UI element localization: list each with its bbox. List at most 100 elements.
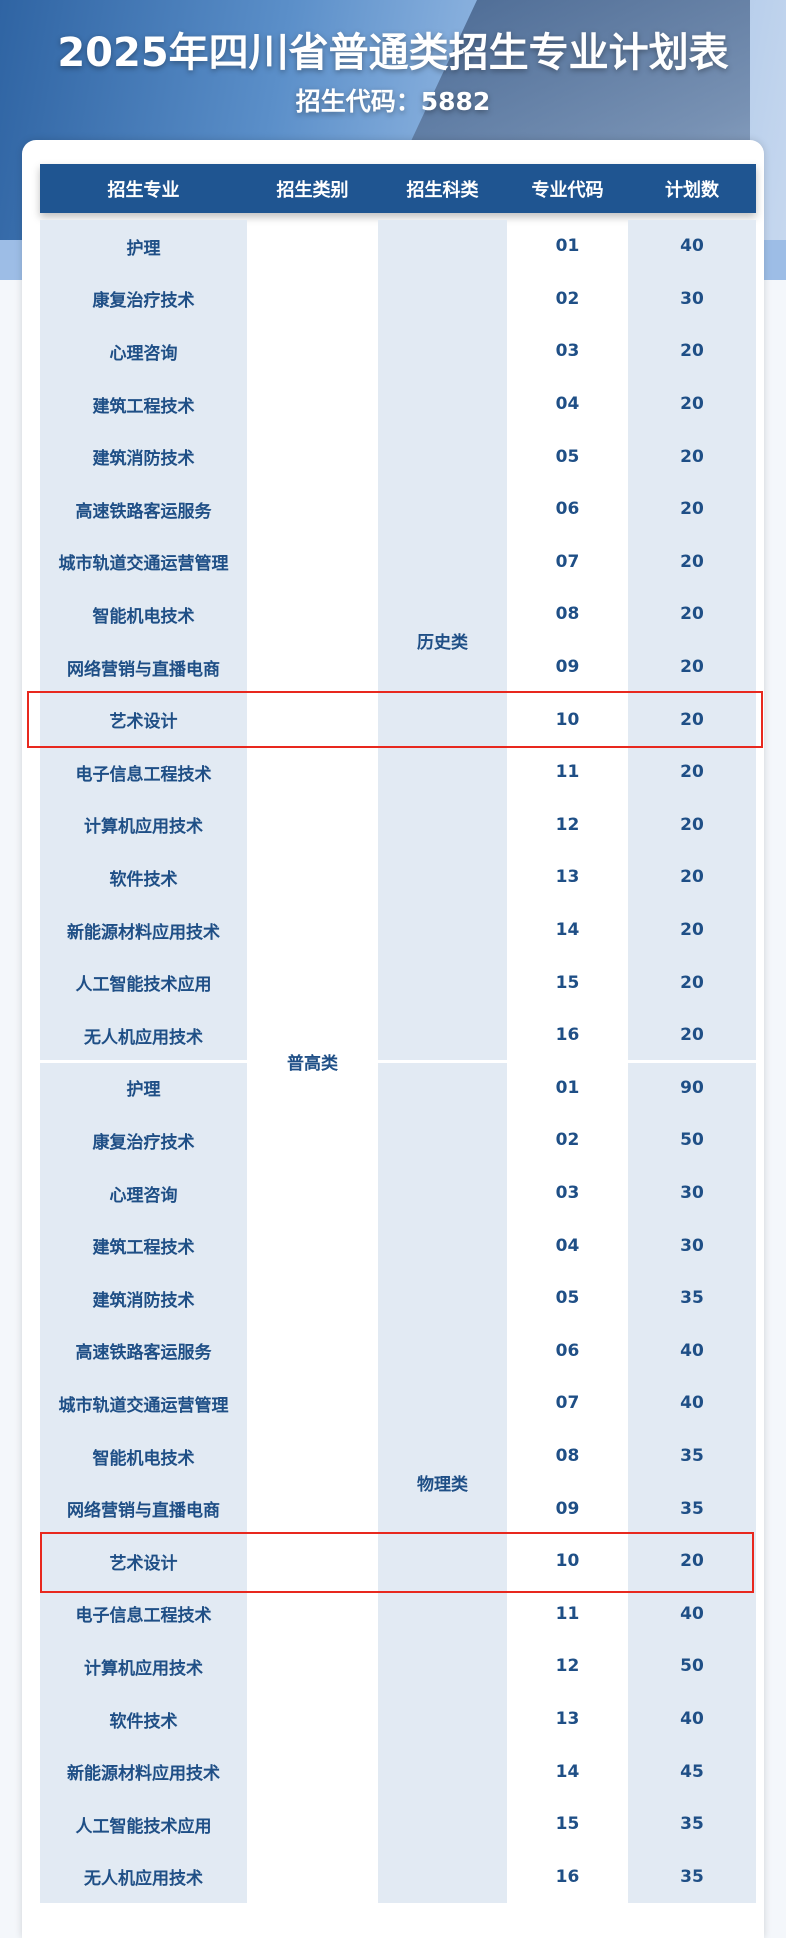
cell-major: 建筑工程技术 [92,396,195,417]
cell-code: 03 [555,1183,580,1204]
enrollment-code: 招生代码：5882 [295,87,491,116]
cell-plan: 40 [680,236,704,257]
cell-code: 06 [555,499,580,520]
cell-code: 01 [555,1077,580,1098]
cell-major: 人工智能技术应用 [75,975,212,996]
cell-plan: 35 [680,1814,704,1835]
cell-code: 01 [555,236,580,257]
cell-major: 无人机应用技术 [84,1027,203,1048]
cell-major: 城市轨道交通运营管理 [58,1395,229,1416]
cell-subject: 历史类 [417,633,468,654]
cell-code: 03 [555,341,580,362]
cell-plan: 30 [680,1235,704,1256]
cell-plan: 40 [680,1709,704,1730]
cell-major: 计算机应用技术 [84,1658,203,1679]
group-divider [628,1059,756,1063]
cell-plan: 20 [680,762,704,783]
cell-major: 城市轨道交通运营管理 [58,554,229,575]
cell-plan: 90 [680,1077,704,1098]
cell-code: 04 [555,394,580,415]
cell-plan: 50 [680,1130,704,1151]
cell-major: 智能机电技术 [92,606,195,627]
cell-major: 高速铁路客运服务 [75,501,212,522]
cell-major: 人工智能技术应用 [75,1816,212,1837]
cell-code: 09 [555,1498,580,1519]
cell-plan: 35 [680,1446,704,1467]
cell-code: 16 [555,1025,580,1046]
cell-subject: 物理类 [417,1474,468,1495]
cell-plan: 20 [680,709,704,730]
group-divider [378,1059,507,1063]
cell-plan: 20 [680,446,704,467]
cell-code: 04 [555,1235,580,1256]
cell-code: 16 [555,1866,580,1887]
cell-plan: 20 [680,499,704,520]
cell-plan: 20 [680,657,704,678]
cell-major: 无人机应用技术 [84,1869,203,1890]
cell-category: 普高类 [287,1054,338,1075]
cell-code: 13 [555,867,580,888]
cell-major: 护理 [126,1080,161,1101]
cell-plan: 50 [680,1656,704,1677]
cell-plan: 40 [680,1603,704,1624]
cell-code: 02 [555,1130,580,1151]
header-major: 招生专业 [107,179,180,201]
cell-major: 艺术设计 [109,712,178,733]
cell-code: 06 [555,1340,580,1361]
cell-plan: 30 [680,288,704,309]
highlight-box [40,1532,754,1593]
cell-major: 电子信息工程技术 [75,764,212,785]
cell-plan: 35 [680,1288,704,1309]
cell-plan: 40 [680,1393,704,1414]
cell-major: 康复治疗技术 [92,1132,195,1153]
header-category: 招生类别 [276,179,349,201]
cell-major: 网络营销与直播电商 [67,1501,220,1522]
cell-code: 10 [555,1551,580,1572]
cell-major: 建筑消防技术 [92,1290,195,1311]
cell-code: 07 [555,551,580,572]
cell-plan: 40 [680,1340,704,1361]
cell-code: 15 [555,1814,580,1835]
cell-major: 艺术设计 [109,1553,178,1574]
header-subject: 招生科类 [406,179,479,201]
cell-plan: 30 [680,1183,704,1204]
cell-code: 08 [555,1446,580,1467]
cell-major: 智能机电技术 [92,1448,195,1469]
cell-code: 05 [555,1288,580,1309]
cell-major: 网络营销与直播电商 [67,659,220,680]
group-divider [40,1059,247,1063]
cell-plan: 20 [680,867,704,888]
table-header: 招生专业 招生类别 招生科类 专业代码 计划数 [40,164,756,213]
cell-major: 软件技术 [109,869,178,890]
cell-code: 14 [555,1761,580,1782]
cell-code: 15 [555,972,580,993]
cell-plan: 20 [680,920,704,941]
cell-code: 11 [555,1603,580,1624]
cell-plan: 20 [680,814,704,835]
cell-code: 11 [555,762,580,783]
header-plan: 计划数 [665,179,719,201]
cell-code: 12 [555,814,580,835]
cell-code: 02 [555,288,580,309]
cell-major: 康复治疗技术 [92,291,195,312]
header-code: 专业代码 [531,179,604,201]
cell-plan: 20 [680,972,704,993]
cell-plan: 20 [680,1025,704,1046]
cell-plan: 20 [680,341,704,362]
cell-major: 建筑消防技术 [92,449,195,470]
cell-plan: 45 [680,1761,704,1782]
cell-major: 护理 [126,238,161,259]
cell-code: 14 [555,920,580,941]
cell-plan: 35 [680,1498,704,1519]
cell-code: 05 [555,446,580,467]
highlight-box [27,691,763,748]
cell-plan: 20 [680,394,704,415]
cell-major: 新能源材料应用技术 [67,922,220,943]
cell-plan: 20 [680,551,704,572]
cell-major: 心理咨询 [109,343,178,364]
page-title: 2025年四川省普通类招生专业计划表 [57,30,729,76]
cell-code: 10 [555,709,580,730]
cell-code: 09 [555,657,580,678]
cell-major: 计算机应用技术 [84,817,203,838]
cell-major: 软件技术 [109,1711,178,1732]
